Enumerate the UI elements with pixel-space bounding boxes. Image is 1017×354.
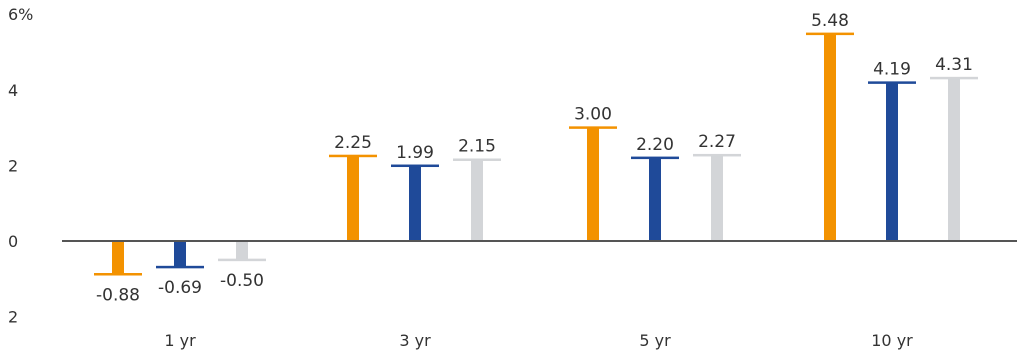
bar-stem — [711, 155, 723, 241]
y-tick-label: 4 — [8, 81, 18, 100]
x-tick-label: 3 yr — [399, 331, 431, 350]
bar-stem — [649, 157, 661, 241]
bar-stem — [236, 241, 248, 260]
y-tick-label: 2 — [8, 156, 18, 175]
bar-stem — [824, 33, 836, 241]
data-label: 1.99 — [396, 143, 434, 163]
bar-stem — [409, 165, 421, 241]
data-label: -0.50 — [220, 271, 264, 291]
bar-cap — [930, 76, 978, 80]
bar-cap — [806, 32, 854, 36]
x-tick-label: 5 yr — [639, 331, 671, 350]
y-axis-tick-labels: 6% 4 2 0 2 — [8, 5, 33, 326]
data-label: 4.31 — [935, 55, 973, 75]
bars-group — [94, 32, 978, 276]
bar-cap — [631, 156, 679, 160]
bar-cap — [693, 153, 741, 157]
y-tick-label: 6% — [8, 5, 33, 24]
bar-stem — [587, 127, 599, 241]
bar-stem — [471, 159, 483, 241]
bar-stem — [886, 82, 898, 241]
data-label: 2.20 — [636, 135, 674, 155]
data-labels-group: -0.88 2.25 3.00 5.48 -0.69 1.99 2.20 4.19 -0.50 2… — [96, 11, 973, 305]
y-tick-label: 0 — [8, 232, 18, 251]
bar-cap — [453, 158, 501, 161]
data-label: -0.69 — [158, 278, 202, 298]
x-axis-tick-labels: 1 yr 3 yr 5 yr 10 yr — [164, 331, 913, 350]
bar-cap — [94, 273, 142, 276]
data-label: 5.48 — [811, 11, 849, 31]
data-label: 3.00 — [574, 105, 612, 125]
data-label: 2.25 — [334, 133, 372, 153]
bar-stem — [347, 155, 359, 241]
data-label: 2.27 — [698, 132, 736, 152]
bar-stem — [174, 241, 186, 268]
bar-cap — [156, 265, 204, 269]
bar-cap — [868, 81, 916, 84]
bar-cap — [218, 258, 266, 262]
x-tick-label: 10 yr — [871, 331, 913, 350]
x-tick-label: 1 yr — [164, 331, 196, 350]
bar-cap — [329, 154, 377, 158]
bar-cap — [391, 164, 439, 168]
data-label: 4.19 — [873, 60, 911, 80]
data-label: 2.15 — [458, 137, 496, 157]
bar-cap — [569, 126, 617, 129]
bar-stem — [948, 78, 960, 241]
y-tick-label: 2 — [8, 308, 18, 327]
bar-stem — [112, 241, 124, 275]
data-label: -0.88 — [96, 285, 140, 305]
